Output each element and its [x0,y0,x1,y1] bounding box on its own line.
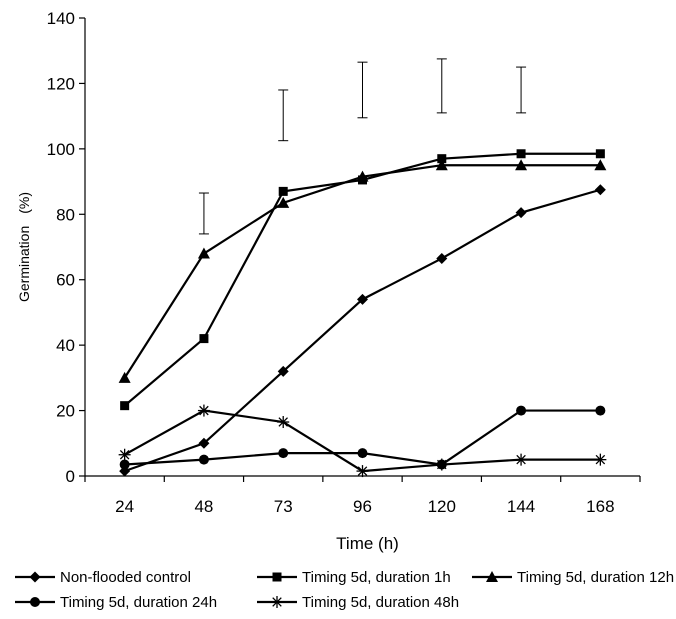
y-tick-label-120: 120 [47,74,75,93]
data-point-s3-144 [515,159,528,171]
data-point-s3-168 [594,159,607,171]
series-line-1 [124,188,601,473]
data-point-s5-144 [515,453,528,466]
y-axis-title: Germination (%) [16,192,32,302]
data-point-s2-144 [516,149,526,159]
legend-label-2: Timing 5d, duration 1h [302,569,451,586]
x-tick-label-120: 120 [428,497,456,516]
y-axis-title-word: Germination [16,226,32,302]
x-tick-label-144: 144 [507,497,535,516]
x-tick-label-24: 24 [115,497,134,516]
data-point-s2-24 [120,401,130,411]
legend-item-2: Timing 5d, duration 1h [257,569,451,586]
data-point-s5-48 [197,404,210,417]
y-tick-label-0: 0 [66,467,75,486]
legend-label-4: Timing 5d, duration 24h [60,594,217,611]
y-tick-label-80: 80 [56,205,75,224]
legend-label-5: Timing 5d, duration 48h [302,594,459,611]
data-point-s4-48 [198,454,209,465]
error-bar-144 [516,66,527,114]
legend-item-4: Timing 5d, duration 24h [15,594,217,611]
data-point-s4-24 [119,459,130,470]
error-bar-73 [278,89,289,142]
data-point-s4-168 [595,405,606,416]
data-point-s1-120 [436,252,448,264]
data-point-s3-96 [356,170,369,182]
legend-marker-1 [29,571,41,583]
data-point-s1-48 [198,437,210,449]
x-axis-title: Time (h) [336,534,399,553]
legend-marker-4 [30,597,40,607]
series-3 [118,159,607,383]
legend-marker-5 [271,596,283,608]
data-point-s4-96 [357,448,368,459]
error-bar-48 [198,192,209,235]
y-tick-label-60: 60 [56,271,75,290]
series-1 [119,184,606,477]
data-point-s3-120 [435,159,448,171]
series-line-2 [123,152,601,407]
x-tick-label-48: 48 [194,497,213,516]
legend-item-3: Timing 5d, duration 12h [472,569,674,586]
data-point-s3-48 [197,247,210,259]
data-point-s2-168 [595,149,605,159]
data-point-s1-144 [515,207,527,219]
y-tick-label-100: 100 [47,140,75,159]
plot-area [118,58,607,478]
data-point-s1-96 [357,293,368,305]
legend-marker-3 [486,571,498,582]
data-point-s2-48 [199,334,209,344]
data-point-s5-96 [356,465,369,478]
y-tick-label-40: 40 [56,336,75,355]
data-point-s2-120 [437,154,447,164]
axes: 0 20 40 60 80 100 120 140 24 48 73 96 120 144 168 Time … [16,9,641,553]
data-point-s1-168 [594,184,606,196]
data-point-s5-73 [277,416,290,429]
data-point-s3-73 [277,196,290,208]
x-tick-label-96: 96 [353,497,372,516]
y-axis-title-unit: (%) [16,192,32,214]
error-bar-120 [436,58,447,114]
error-bar-96 [357,61,368,119]
data-point-s5-120 [435,458,448,471]
legend: Non-flooded control Timing 5d, duration 1… [15,569,674,611]
data-point-s2-73 [278,186,288,196]
x-tick-label-73: 73 [274,497,293,516]
legend-label-1: Non-flooded control [60,569,191,586]
legend-marker-2 [272,572,282,582]
data-point-s4-73 [278,448,289,459]
legend-item-5: Timing 5d, duration 48h [257,594,459,611]
y-tick-label-20: 20 [56,402,75,421]
data-point-s3-24 [118,371,131,383]
series-5 [118,404,607,478]
x-tick-label-168: 168 [586,497,614,516]
data-point-s5-24 [118,448,131,461]
data-point-s1-73 [277,365,289,377]
series-line-5 [124,409,601,473]
data-point-s5-168 [594,453,607,466]
y-tick-label-140: 140 [47,9,75,28]
series-2 [120,149,605,411]
legend-label-3: Timing 5d, duration 12h [517,569,674,586]
data-point-s4-144 [516,405,527,416]
legend-item-1: Non-flooded control [15,569,191,586]
